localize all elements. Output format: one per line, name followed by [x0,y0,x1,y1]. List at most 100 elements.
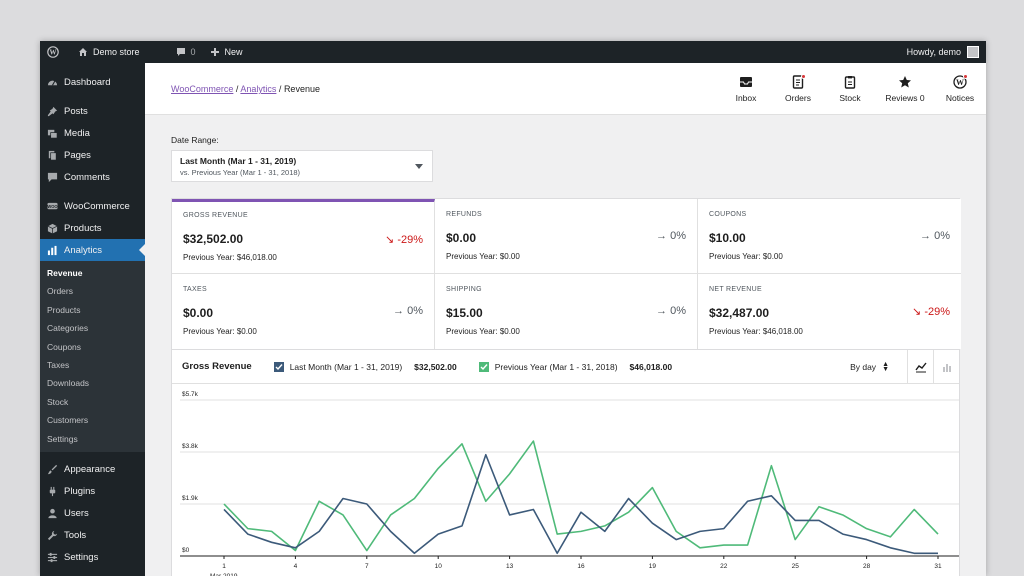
updown-arrows-icon: ▲ ▼ [882,360,889,373]
breadcrumb-current: Revenue [283,84,320,94]
sidebar-item-plugins[interactable]: Plugins [40,481,145,503]
submenu-item-customers[interactable]: Customers [47,415,89,426]
x-tick-label: 7 [365,563,369,570]
comments-link[interactable]: 0 [169,41,203,63]
site-name: Demo store [93,47,140,57]
summary-delta: ↘ -29% [912,306,950,318]
submenu-item-products[interactable]: Products [47,304,81,315]
sidebar-item-pages[interactable]: Pages [40,144,145,166]
wrench-icon [47,531,58,541]
sidebar-item-woocommerce[interactable]: WOO WooCommerce [40,195,145,217]
activity-inbox[interactable]: Inbox [720,63,772,115]
activity-orders[interactable]: Orders [772,63,824,115]
legend-last-month[interactable]: Last Month (Mar 1 - 31, 2019) $32,502.00 [273,361,457,372]
bar-chart-toggle[interactable] [933,349,959,384]
x-tick-label: 19 [649,563,657,570]
date-range-picker[interactable]: Last Month (Mar 1 - 31, 2019) vs. Previo… [171,150,433,182]
summary-numbers: GROSS REVENUE $32,502.00 ↘ -29% Previous… [171,198,961,350]
sliders-icon [47,553,58,563]
legend-label: Last Month (Mar 1 - 31, 2019) [289,361,403,372]
submenu-item-orders[interactable]: Orders [47,286,73,297]
summary-previous: Previous Year: $46,018.00 [183,253,277,262]
summary-label: GROSS REVENUE [183,212,248,219]
summary-value: $0.00 [446,231,477,245]
breadcrumb-woocommerce[interactable]: WooCommerce [171,84,234,94]
plus-icon [210,48,219,56]
summary-value: $0.00 [183,306,214,320]
activity-notices[interactable]: W Notices [934,63,986,115]
submenu-item-revenue[interactable]: Revenue [47,268,83,278]
checkbox-checked-icon[interactable] [273,361,284,372]
breadcrumb-analytics[interactable]: Analytics [240,84,277,94]
account-menu[interactable]: Howdy, demo [900,41,986,63]
media-icon [47,129,58,138]
summary-label: SHIPPING [446,286,482,293]
sidebar-item-analytics[interactable]: Analytics [40,239,145,261]
summary-gross-revenue[interactable]: GROSS REVENUE $32,502.00 ↘ -29% Previous… [172,199,435,274]
site-name-link[interactable]: Demo store [71,41,147,63]
sidebar-item-media[interactable]: Media [40,122,145,144]
sidebar-item-dashboard[interactable]: Dashboard [40,71,145,93]
submenu-item-stock[interactable]: Stock [47,396,69,407]
submenu-item-coupons[interactable]: Coupons [47,341,82,352]
summary-net-revenue[interactable]: NET REVENUE $32,487.00 ↘ -29% Previous Y… [698,274,961,349]
y-tick-label: $0 [182,547,190,554]
y-tick-label: $5.7k [182,391,199,398]
box-icon [47,223,58,234]
summary-delta: → 0% [393,305,423,317]
sidebar-item-label: Settings [64,552,99,564]
sidebar-item-label: Appearance [64,464,116,476]
sidebar-item-label: Users [64,508,89,520]
submenu-item-downloads[interactable]: Downloads [47,378,90,389]
sidebar-item-label: Products [64,222,102,234]
summary-delta: → 0% [920,230,950,242]
sidebar-item-label: Pages [64,149,91,161]
interval-select[interactable]: By day ▲ ▼ [850,360,889,373]
sidebar-item-users[interactable]: Users [40,503,145,525]
summary-delta: ↘ -29% [385,234,423,246]
summary-value: $32,487.00 [709,306,770,320]
revenue-chart: Gross Revenue Last Month (Mar 1 - 31, 20… [171,349,960,576]
activity-stock[interactable]: Stock [824,63,876,115]
y-tick-label: $1.9k [182,495,199,502]
avatar [967,46,979,58]
summary-taxes[interactable]: TAXES $0.00 → 0% Previous Year: $0.00 [172,274,435,349]
summary-value: $10.00 [709,231,746,245]
summary-shipping[interactable]: SHIPPING $15.00 → 0% Previous Year: $0.0… [435,274,698,349]
summary-delta: → 0% [656,230,686,242]
x-tick-label: 10 [435,563,443,570]
date-range-label: Date Range: [171,135,219,145]
sidebar-item-settings[interactable]: Settings [40,547,145,569]
comment-bubble-icon [176,48,185,56]
date-range-secondary: vs. Previous Year (Mar 1 - 31, 2018) [180,168,301,177]
summary-previous: Previous Year: $0.00 [709,252,783,261]
legend-previous-year[interactable]: Previous Year (Mar 1 - 31, 2018) $46,018… [478,361,673,372]
home-icon [79,48,87,56]
sidebar-item-appearance[interactable]: Appearance [40,459,145,481]
stock-icon [844,76,856,89]
activity-reviews[interactable]: Reviews 0 [876,63,934,115]
pin-icon [47,106,58,116]
sidebar-item-posts[interactable]: Posts [40,100,145,122]
legend-label: Previous Year (Mar 1 - 31, 2018) [494,361,618,372]
summary-coupons[interactable]: COUPONS $10.00 → 0% Previous Year: $0.00 [698,199,961,274]
caret-down-icon [415,164,423,169]
submenu-item-categories[interactable]: Categories [47,323,89,334]
activity-label: Orders [785,93,811,103]
activity-label: Stock [839,93,861,103]
summary-refunds[interactable]: REFUNDS $0.00 → 0% Previous Year: $0.00 [435,199,698,274]
notification-dot [963,74,968,79]
sidebar-item-tools[interactable]: Tools [40,525,145,547]
checkbox-checked-icon[interactable] [478,361,489,372]
submenu-item-taxes[interactable]: Taxes [47,359,70,370]
new-content-link[interactable]: New [203,41,250,63]
line-chart-toggle[interactable] [907,349,933,384]
summary-label: NET REVENUE [709,286,762,293]
legend-amount: $46,018.00 [629,361,673,372]
wordpress-logo-button[interactable]: W [40,41,71,63]
sidebar-item-products[interactable]: Products [40,217,145,239]
pages-icon [48,150,57,160]
sidebar-item-comments[interactable]: Comments [40,166,145,188]
submenu-item-settings[interactable]: Settings [47,433,78,444]
series-line-last-month [223,453,938,555]
